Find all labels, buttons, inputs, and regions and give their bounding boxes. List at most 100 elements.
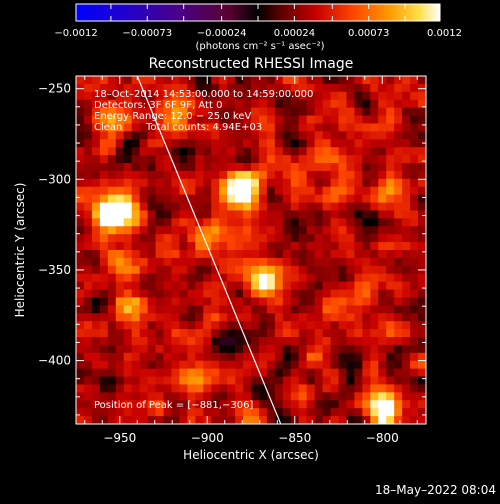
- heatmap-cell: [402, 99, 411, 109]
- heatmap-cell: [131, 376, 141, 386]
- heatmap-cell: [378, 313, 387, 322]
- heatmap-cell: [235, 305, 244, 314]
- heatmap-cell: [99, 194, 109, 204]
- heatmap-cell: [163, 281, 173, 291]
- heatmap-cell: [394, 115, 403, 125]
- heatmap-cell: [418, 131, 426, 140]
- heatmap-cell: [76, 305, 85, 314]
- heatmap-cell: [322, 91, 332, 101]
- heatmap-cell: [76, 360, 85, 370]
- heatmap-cell: [219, 273, 228, 283]
- heatmap-cell: [76, 257, 85, 267]
- heatmap-cell: [187, 416, 196, 424]
- heatmap-cell: [378, 147, 387, 156]
- heatmap-cell: [251, 123, 260, 132]
- heatmap-cell: [306, 194, 316, 204]
- heatmap-cell: [155, 376, 165, 386]
- heatmap-cell: [274, 139, 284, 148]
- colorbar-tick-label: −0.00024: [197, 28, 247, 39]
- heatmap-cell: [99, 83, 109, 93]
- heatmap-cell: [251, 226, 260, 235]
- heatmap-cell: [298, 186, 308, 196]
- heatmap-cell: [258, 131, 268, 140]
- heatmap-cell: [163, 76, 173, 85]
- heatmap-cell: [330, 408, 340, 417]
- heatmap-cell: [219, 234, 228, 243]
- heatmap-cell: [99, 344, 109, 354]
- heatmap-cell: [115, 305, 125, 314]
- heatmap-cell: [402, 368, 411, 378]
- heatmap-cell: [203, 234, 212, 243]
- heatmap-cell: [195, 163, 204, 172]
- heatmap-cell: [219, 170, 228, 180]
- heatmap-cell: [107, 400, 117, 409]
- heatmap-cell: [227, 344, 236, 354]
- heatmap-cell: [258, 416, 268, 424]
- heatmap-cell: [402, 234, 411, 243]
- heatmap-cell: [306, 202, 316, 212]
- heatmap-cell: [298, 352, 308, 362]
- heatmap-cell: [251, 329, 260, 338]
- heatmap-cell: [258, 265, 268, 275]
- heatmap-cell: [107, 107, 117, 117]
- heatmap-cell: [123, 329, 133, 338]
- heatmap-cell: [235, 344, 244, 354]
- heatmap-cell: [219, 392, 228, 401]
- heatmap-cell: [131, 281, 141, 291]
- heatmap-cell: [274, 234, 284, 243]
- heatmap-cell: [298, 107, 308, 117]
- heatmap-cell: [354, 289, 363, 299]
- heatmap-cell: [115, 218, 125, 227]
- heatmap-cell: [314, 360, 324, 370]
- heatmap-cell: [76, 83, 85, 93]
- heatmap-cell: [76, 368, 85, 378]
- heatmap-cell: [123, 99, 133, 109]
- heatmap-cell: [179, 352, 188, 362]
- heatmap-cell: [322, 226, 332, 235]
- heatmap-cell: [91, 163, 101, 172]
- heatmap-cell: [258, 163, 268, 172]
- heatmap-cell: [378, 170, 387, 180]
- heatmap-cell: [386, 297, 395, 306]
- heatmap-cell: [418, 242, 426, 251]
- heatmap-cell: [402, 170, 411, 180]
- heatmap-cell: [418, 178, 426, 188]
- heatmap-cell: [155, 352, 165, 362]
- heatmap-cell: [386, 392, 395, 401]
- heatmap-cell: [362, 289, 371, 299]
- heatmap-cell: [243, 289, 252, 299]
- heatmap-cell: [219, 218, 228, 227]
- heatmap-cell: [131, 170, 141, 180]
- heatmap-cell: [251, 83, 260, 93]
- heatmap-cell: [274, 147, 284, 156]
- heatmap-cell: [394, 344, 403, 354]
- heatmap-cell: [418, 384, 426, 393]
- heatmap-cell: [274, 337, 284, 346]
- heatmap-cell: [314, 313, 324, 322]
- annotation-energy: Energy Range: 12.0 − 25.0 keV: [94, 111, 251, 122]
- heatmap-cell: [243, 99, 252, 109]
- heatmap-cell: [211, 265, 220, 275]
- heatmap-cell: [179, 83, 188, 93]
- heatmap-cell: [251, 368, 260, 378]
- heatmap-cell: [362, 400, 371, 409]
- heatmap-cell: [346, 226, 355, 235]
- heatmap-cell: [330, 178, 340, 188]
- heatmap-cell: [99, 76, 109, 85]
- heatmap-cell: [76, 76, 85, 85]
- heatmap-cell: [115, 99, 125, 109]
- heatmap-cell: [123, 352, 133, 362]
- x-tick-label: −800: [366, 431, 399, 445]
- heatmap-cell: [394, 408, 403, 417]
- heatmap-cell: [378, 115, 387, 125]
- heatmap-cell: [266, 91, 276, 101]
- heatmap-cell: [338, 131, 348, 140]
- heatmap-cell: [131, 313, 141, 322]
- heatmap-cell: [76, 392, 85, 401]
- heatmap-cell: [378, 234, 387, 243]
- heatmap-cell: [227, 257, 236, 267]
- heatmap-cell: [179, 273, 188, 283]
- heatmap-cell: [330, 99, 340, 109]
- heatmap-cell: [354, 107, 363, 117]
- heatmap-cell: [362, 178, 371, 188]
